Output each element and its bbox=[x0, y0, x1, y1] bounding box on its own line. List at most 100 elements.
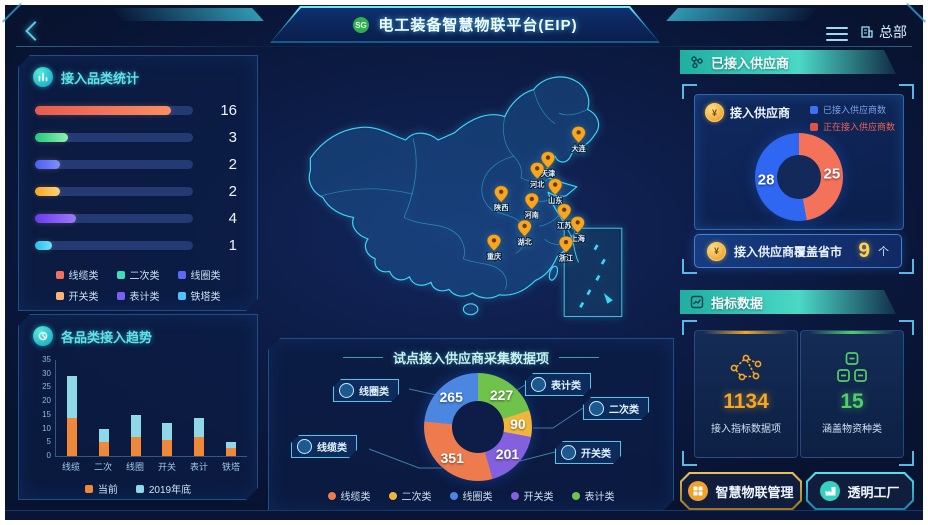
stacked-bar bbox=[131, 415, 141, 456]
map-pin-天津[interactable]: 天津 bbox=[540, 151, 557, 179]
bar-fill bbox=[35, 106, 171, 115]
bar-track bbox=[35, 133, 193, 142]
legend-item[interactable]: 二次类 bbox=[117, 267, 160, 282]
map-pin-江苏[interactable]: 江苏 bbox=[556, 203, 573, 231]
smart-iot-management-button[interactable]: 智慧物联管理 bbox=[680, 472, 802, 510]
coverage-coin-icon: ¥ bbox=[707, 241, 726, 261]
stacked-bar bbox=[226, 442, 236, 456]
legend-item[interactable]: 铁塔类 bbox=[178, 288, 221, 303]
legend-item[interactable]: 开关类 bbox=[56, 288, 99, 303]
line-chart-icon bbox=[690, 295, 704, 309]
legend-swatch bbox=[178, 271, 186, 279]
axis-tick-label: 0 bbox=[46, 451, 51, 460]
metric-card-materials: 15 涵盖物资种类 bbox=[800, 330, 904, 458]
legend-label: 开关类 bbox=[68, 292, 99, 303]
transparent-factory-button[interactable]: 透明工厂 bbox=[806, 472, 914, 510]
map-pin-陕西[interactable]: 陕西 bbox=[493, 185, 509, 213]
map-pin-重庆[interactable]: 重庆 bbox=[486, 234, 503, 262]
bar-segment-2019 bbox=[226, 442, 236, 447]
legend-item[interactable]: 2019年底 bbox=[136, 481, 191, 496]
stacked-bar bbox=[67, 376, 77, 456]
trend-bar-column bbox=[215, 442, 247, 456]
donut-hole bbox=[777, 155, 821, 199]
metrics-frame bbox=[682, 320, 914, 466]
axis-tick-label: 20 bbox=[42, 396, 51, 406]
legend-swatch bbox=[136, 485, 144, 493]
smart-iot-icon bbox=[688, 481, 708, 501]
section-title: 指标数据 bbox=[711, 295, 764, 311]
org-selector[interactable]: 总部 bbox=[860, 22, 907, 42]
map-pin-浙江[interactable]: 浙江 bbox=[558, 236, 575, 264]
axis-category-label: 线圈 bbox=[125, 462, 144, 472]
map-pin-大连[interactable]: 大连 bbox=[571, 126, 587, 154]
category-bar-row: 2 bbox=[35, 178, 243, 205]
card-title: 接入供应商 bbox=[730, 106, 791, 120]
map-pin-湖北[interactable]: 湖北 bbox=[517, 219, 533, 247]
tag-icon bbox=[561, 445, 576, 460]
map-pin-上海[interactable]: 上海 bbox=[570, 216, 587, 244]
category-bar-row: 3 bbox=[35, 124, 243, 151]
callout-label: 线圈类 bbox=[359, 387, 389, 398]
collection-panel: 试点接入供应商采集数据项 227 90 201 351 265 线圈类 表计类 二次类 开关类… bbox=[268, 338, 674, 512]
legend-item[interactable]: 当前 bbox=[85, 481, 118, 496]
axis-tick-label: 10 bbox=[42, 423, 51, 433]
svg-text:天津: 天津 bbox=[541, 169, 556, 178]
legend-item[interactable]: 正在接入供应商数 bbox=[809, 120, 895, 133]
category-stats-panel: 接入品类统计 16 3 2 2 4 1 线缆类 二次类 线圈类 开关类 表计类 铁塔类 bbox=[18, 55, 258, 311]
legend-item[interactable]: 线缆类 bbox=[328, 488, 371, 503]
legend-item[interactable]: 开关类 bbox=[511, 488, 554, 503]
donut-hole bbox=[452, 401, 504, 453]
coverage-label: 接入供应商覆盖省市 bbox=[734, 244, 843, 259]
header-wing-left bbox=[112, 8, 264, 21]
svg-text:陕西: 陕西 bbox=[494, 203, 508, 212]
legend-swatch bbox=[117, 271, 125, 279]
svg-text:大连: 大连 bbox=[571, 144, 586, 153]
legend-label: 表计类 bbox=[129, 292, 160, 303]
axis-tick-label: 35 bbox=[42, 355, 51, 364]
metric-value: 15 bbox=[840, 390, 864, 413]
callout-label: 表计类 bbox=[551, 381, 581, 392]
donut-value-label: 351 bbox=[440, 449, 464, 466]
trend-bar-column bbox=[120, 415, 152, 456]
footer-strip bbox=[5, 510, 923, 520]
metric-label: 涵盖物资种类 bbox=[822, 424, 882, 435]
callout-badge: 线圈类 bbox=[333, 379, 399, 402]
bar-segment-current bbox=[99, 442, 109, 456]
suppliers-section-header: 已接入供应商 bbox=[680, 50, 896, 74]
bar-segment-current bbox=[162, 440, 172, 456]
legend-item[interactable]: 表计类 bbox=[572, 488, 615, 503]
legend-item[interactable]: 已接入供应商数 bbox=[809, 103, 895, 116]
donut-value-label: 227 bbox=[489, 386, 514, 403]
legend-label: 正在接入供应商数 bbox=[822, 122, 895, 132]
bar-value: 2 bbox=[228, 156, 237, 173]
category-bar-row: 2 bbox=[35, 151, 243, 178]
svg-text:SG: SG bbox=[356, 21, 368, 30]
axis-category-label: 二次 bbox=[93, 462, 112, 472]
china-map: 大连天津 河北 山东 河南 陕西 江苏 上海 浙江 湖北 重庆 bbox=[262, 50, 672, 338]
bar-segment-2019 bbox=[194, 418, 204, 437]
donut-value-label: 28 bbox=[757, 171, 775, 189]
map-pin-河南[interactable]: 河南 bbox=[524, 192, 540, 220]
legend-swatch bbox=[328, 492, 336, 500]
bar-segment-2019 bbox=[67, 376, 77, 417]
legend-item[interactable]: 线缆类 bbox=[56, 267, 99, 282]
legend-swatch bbox=[809, 122, 818, 131]
legend-item[interactable]: 二次类 bbox=[389, 488, 432, 503]
menu-icon[interactable] bbox=[826, 27, 848, 41]
map-pin-山东[interactable]: 山东 bbox=[547, 178, 563, 206]
category-legend: 线缆类 二次类 线圈类开关类 表计类 铁塔类 bbox=[23, 259, 253, 303]
bar-segment-current bbox=[226, 448, 236, 456]
legend-label: 2019年底 bbox=[148, 485, 192, 496]
legend-swatch bbox=[85, 485, 93, 493]
legend-item[interactable]: 线圈类 bbox=[178, 267, 221, 282]
map-pin-河北[interactable]: 河北 bbox=[529, 162, 546, 190]
legend-item[interactable]: 表计类 bbox=[117, 288, 160, 303]
donut-value-label: 25 bbox=[823, 165, 841, 183]
callout-badge: 线缆类 bbox=[291, 435, 357, 458]
legend-item[interactable]: 线圈类 bbox=[450, 488, 493, 503]
title-banner: SG 电工装备智慧物联平台(EIP) bbox=[270, 6, 660, 43]
category-bar-row: 4 bbox=[35, 205, 243, 232]
legend-label: 线缆类 bbox=[68, 271, 99, 282]
